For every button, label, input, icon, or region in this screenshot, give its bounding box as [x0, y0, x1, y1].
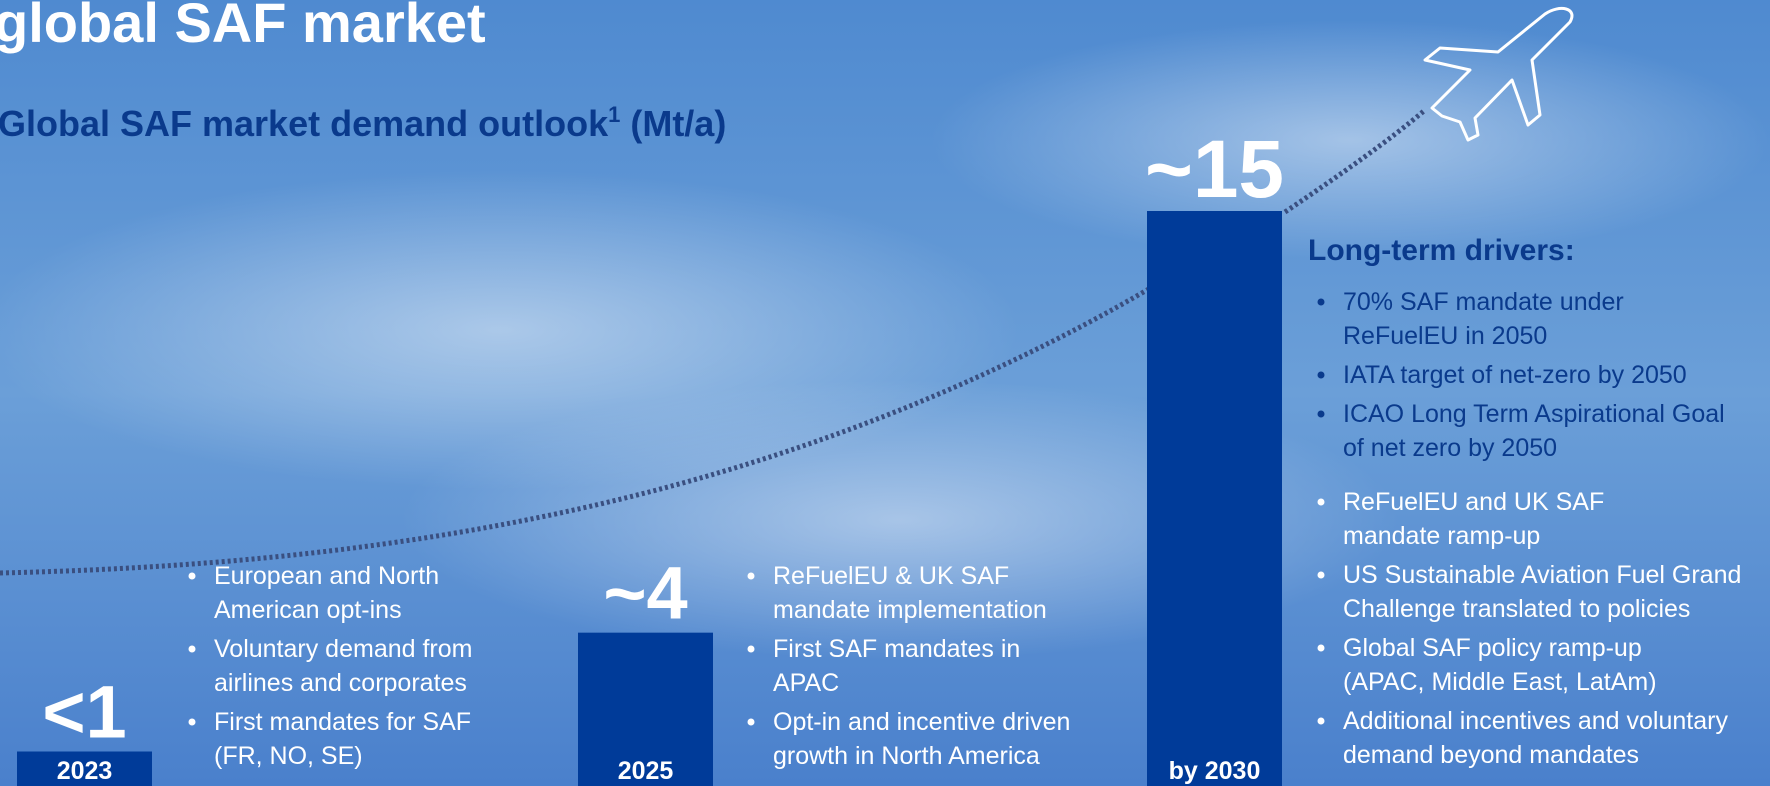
bullet-text: growth in North America: [773, 742, 1040, 770]
category-label: 2023: [57, 757, 113, 785]
bullet-text: mandate ramp-up: [1343, 522, 1540, 550]
bullet: [188, 572, 196, 580]
bullet: [747, 645, 755, 653]
bullet-text: mandate implementation: [773, 596, 1047, 624]
bullet-text: ReFuelEU and UK SAF: [1343, 488, 1604, 516]
bullet: [1317, 498, 1325, 506]
bar: [578, 632, 713, 786]
bullet-text: ReFuelEU & UK SAF: [773, 562, 1009, 590]
bullet-text: First mandates for SAF: [214, 708, 471, 736]
bullet: [1317, 717, 1325, 725]
bullet-text: (FR, NO, SE): [214, 742, 363, 770]
bullet-text: Challenge translated to policies: [1343, 595, 1690, 623]
bullet-text: IATA target of net-zero by 2050: [1343, 361, 1687, 389]
bullet: [188, 718, 196, 726]
bullet: [188, 645, 196, 653]
unit: (Mt/a): [630, 103, 726, 144]
bullet-text: demand beyond mandates: [1343, 741, 1639, 769]
subtitle-text: Global SAF market demand outlook: [0, 103, 609, 144]
bullet-text: of net zero by 2050: [1343, 434, 1557, 462]
drivers-title: Long-term drivers:: [1308, 234, 1575, 267]
footnote-mark: 1: [608, 102, 620, 127]
bar: [17, 751, 152, 786]
value-label: <1: [42, 671, 126, 754]
bullet-text: 70% SAF mandate under: [1343, 288, 1624, 316]
bullet-text: Voluntary demand from: [214, 635, 472, 663]
value-label: ~4: [603, 552, 687, 635]
bullet-text: Additional incentives and voluntary: [1343, 707, 1728, 735]
bullet-text: American opt-ins: [214, 596, 402, 624]
bullet-text: First SAF mandates in: [773, 635, 1020, 663]
bullet-text: ReFuelEU in 2050: [1343, 322, 1547, 350]
bullet: [1317, 371, 1325, 379]
bullet: [1317, 298, 1325, 306]
bar: [1147, 211, 1282, 786]
bullet-text: Opt-in and incentive driven: [773, 708, 1070, 736]
bullet-text: European and North: [214, 562, 439, 590]
bullet: [1317, 571, 1325, 579]
bullet-text: Global SAF policy ramp-up: [1343, 634, 1642, 662]
category-label: 2025: [618, 757, 674, 785]
subtitle: Global SAF market demand outlook1 (Mt/a): [0, 102, 726, 144]
bullet: [747, 718, 755, 726]
bullet-text: APAC: [773, 669, 839, 697]
category-label: by 2030: [1169, 757, 1261, 785]
value-label: ~15: [1145, 124, 1284, 215]
trend-curve: [0, 108, 1427, 576]
plane-icon: [1423, 6, 1574, 142]
bullet: [747, 572, 755, 580]
title: global SAF market: [0, 0, 486, 54]
bullet-text: airlines and corporates: [214, 669, 467, 697]
bullet: [1317, 410, 1325, 418]
bullet-text: US Sustainable Aviation Fuel Grand: [1343, 561, 1741, 589]
cloud: [930, 20, 1770, 260]
bullet: [1317, 644, 1325, 652]
bullet-text: ICAO Long Term Aspirational Goal: [1343, 400, 1725, 428]
bullet-text: (APAC, Middle East, LatAm): [1343, 668, 1657, 696]
